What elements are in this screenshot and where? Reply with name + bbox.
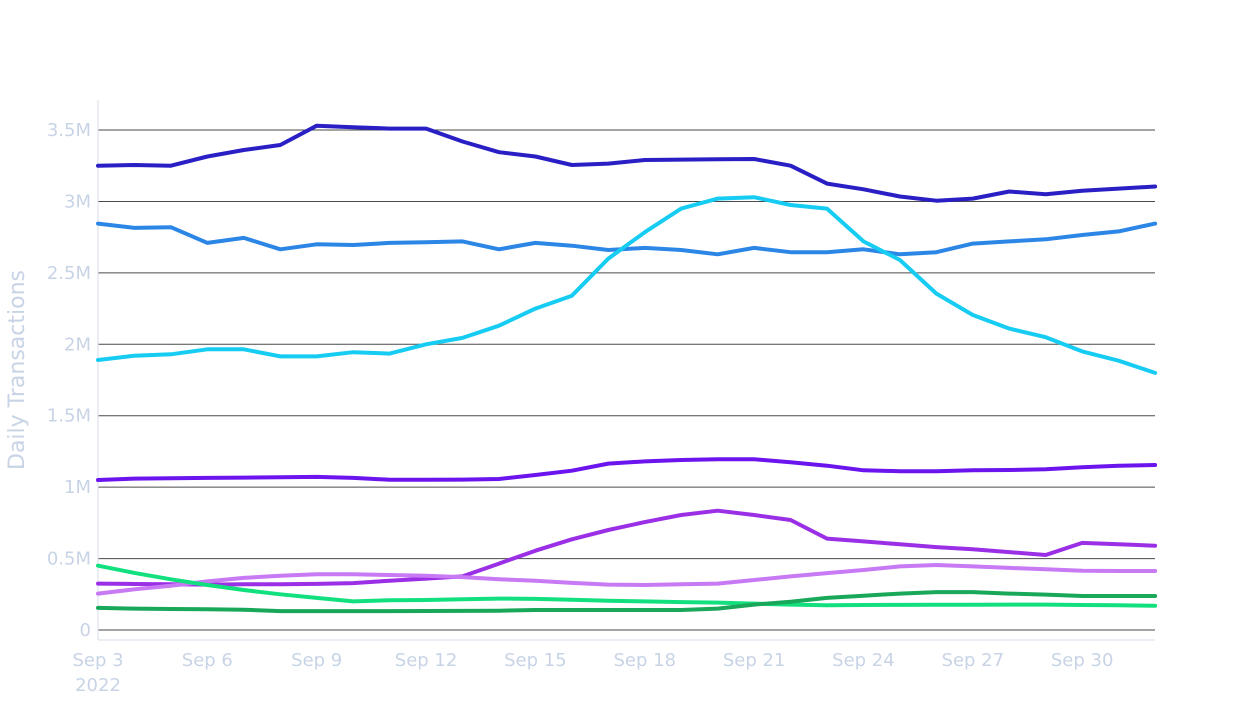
- y-tick-label: 0: [80, 620, 91, 641]
- x-tick-label: Sep 9: [291, 650, 342, 671]
- series-line-3: [96, 195, 1158, 375]
- series-line-1: [96, 123, 1158, 203]
- x-tick-label: Sep 12: [395, 650, 458, 671]
- series-line-7: [96, 563, 1158, 608]
- y-tick-label: 1M: [64, 477, 91, 498]
- x-tick-label: Sep 18: [613, 650, 676, 671]
- x-tick-label: Sep 24: [832, 650, 895, 671]
- axes: [97, 100, 1155, 641]
- x-tick-sublabel: 2022: [75, 675, 121, 696]
- y-tick-label: 3.5M: [47, 120, 91, 141]
- grid-lines: [98, 129, 1155, 631]
- series-lines: [96, 123, 1158, 614]
- x-tick-label: Sep 21: [723, 650, 786, 671]
- x-tick-label: Sep 30: [1051, 650, 1114, 671]
- y-tick-labels: 0 0.5M 1M 1.5M 2M 2.5M 3M 3.5M: [47, 120, 91, 641]
- x-tick-label: Sep 6: [182, 650, 233, 671]
- y-tick-label: 2.5M: [47, 263, 91, 284]
- y-tick-label: 0.5M: [47, 549, 91, 570]
- y-tick-label: 3M: [64, 191, 91, 212]
- y-axis-title: Daily Transactions: [5, 270, 30, 470]
- series-line-2: [96, 221, 1158, 257]
- series-line-4: [96, 457, 1158, 482]
- y-tick-label: 2M: [64, 334, 91, 355]
- x-tick-label: Sep 15: [504, 650, 567, 671]
- x-tick-label: Sep 27: [942, 650, 1005, 671]
- x-tick-label: Sep 3: [72, 650, 123, 671]
- series-line-6: [96, 563, 1158, 596]
- x-tick-labels: Sep 3 2022 Sep 6 Sep 9 Sep 12 Sep 15 Sep 18 Sep…: [72, 650, 1113, 696]
- y-tick-label: 1.5M: [47, 406, 91, 427]
- series-line-8: [96, 590, 1158, 614]
- series-line-5: [96, 508, 1158, 587]
